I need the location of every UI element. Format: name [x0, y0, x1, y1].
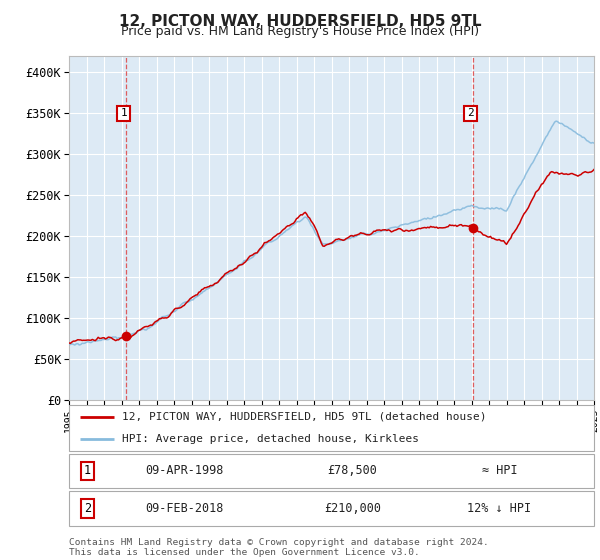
- Text: Contains HM Land Registry data © Crown copyright and database right 2024.
This d: Contains HM Land Registry data © Crown c…: [69, 538, 489, 557]
- Text: HPI: Average price, detached house, Kirklees: HPI: Average price, detached house, Kirk…: [121, 434, 419, 444]
- Text: 1: 1: [120, 109, 127, 118]
- Text: Price paid vs. HM Land Registry's House Price Index (HPI): Price paid vs. HM Land Registry's House …: [121, 25, 479, 38]
- FancyBboxPatch shape: [69, 454, 594, 488]
- Text: 12, PICTON WAY, HUDDERSFIELD, HD5 9TL (detached house): 12, PICTON WAY, HUDDERSFIELD, HD5 9TL (d…: [121, 412, 486, 422]
- Text: 09-APR-1998: 09-APR-1998: [145, 464, 224, 478]
- FancyBboxPatch shape: [69, 491, 594, 526]
- Text: 12% ↓ HPI: 12% ↓ HPI: [467, 502, 532, 515]
- Text: £78,500: £78,500: [328, 464, 377, 478]
- Text: £210,000: £210,000: [324, 502, 381, 515]
- Text: 2: 2: [84, 502, 91, 515]
- Text: 1: 1: [84, 464, 91, 478]
- Text: 09-FEB-2018: 09-FEB-2018: [145, 502, 224, 515]
- Text: 12, PICTON WAY, HUDDERSFIELD, HD5 9TL: 12, PICTON WAY, HUDDERSFIELD, HD5 9TL: [119, 14, 481, 29]
- Text: ≈ HPI: ≈ HPI: [482, 464, 517, 478]
- FancyBboxPatch shape: [69, 405, 594, 451]
- Text: 2: 2: [467, 109, 474, 118]
